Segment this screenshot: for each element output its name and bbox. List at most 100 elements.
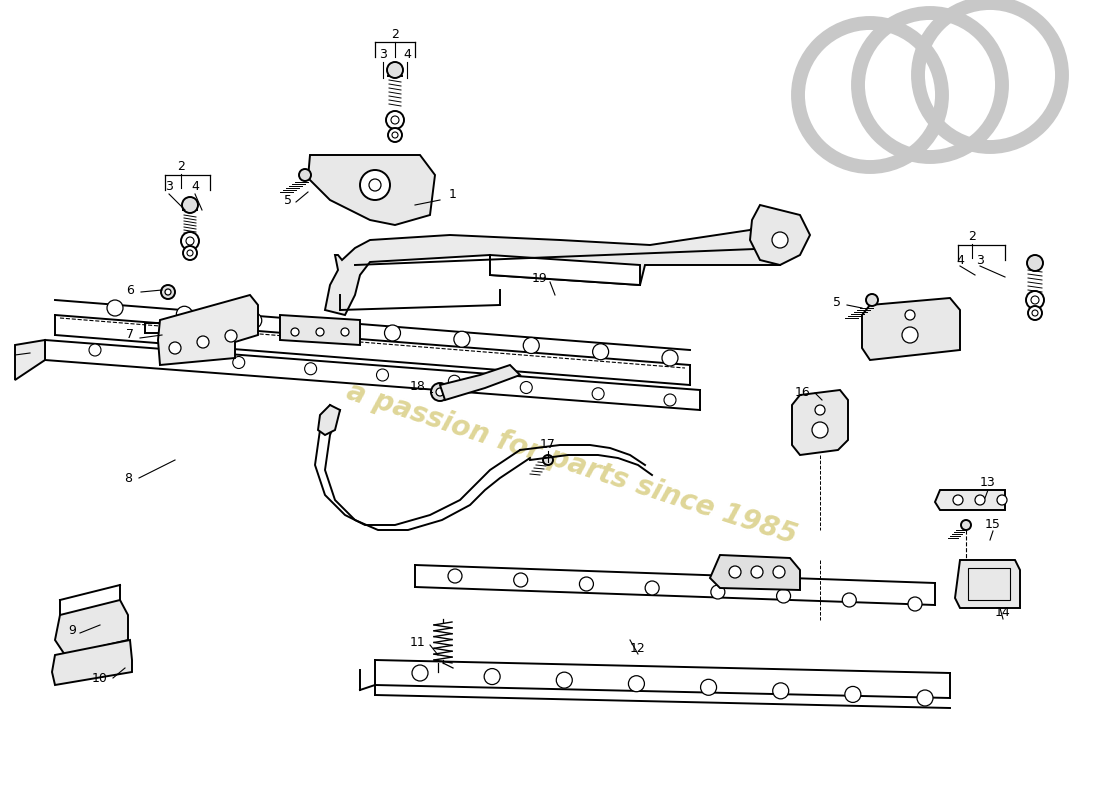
Circle shape — [341, 328, 349, 336]
Circle shape — [1032, 310, 1038, 316]
Text: 8: 8 — [124, 471, 132, 485]
Circle shape — [387, 62, 403, 78]
Circle shape — [448, 569, 462, 583]
Circle shape — [628, 676, 645, 692]
Text: 16: 16 — [795, 386, 811, 398]
Text: 11: 11 — [410, 635, 426, 649]
Circle shape — [543, 455, 553, 465]
Polygon shape — [935, 490, 1005, 510]
Circle shape — [392, 132, 398, 138]
Circle shape — [376, 369, 388, 381]
Polygon shape — [862, 298, 960, 360]
Circle shape — [484, 669, 500, 685]
Circle shape — [1031, 296, 1040, 304]
Circle shape — [187, 250, 192, 256]
Circle shape — [772, 683, 789, 699]
Text: 7: 7 — [126, 329, 134, 342]
Circle shape — [182, 197, 198, 213]
Polygon shape — [710, 555, 800, 590]
Polygon shape — [158, 295, 258, 365]
Circle shape — [557, 672, 572, 688]
Circle shape — [299, 169, 311, 181]
Text: 2: 2 — [177, 161, 185, 174]
Polygon shape — [955, 560, 1020, 608]
Text: 12: 12 — [630, 642, 646, 654]
Text: 4: 4 — [403, 49, 411, 62]
Circle shape — [226, 330, 236, 342]
Circle shape — [866, 294, 878, 306]
Circle shape — [197, 336, 209, 348]
Polygon shape — [324, 220, 795, 315]
Circle shape — [777, 589, 791, 603]
Circle shape — [161, 285, 175, 299]
Polygon shape — [52, 640, 132, 685]
Circle shape — [524, 338, 539, 354]
Bar — [968, 568, 1010, 600]
Polygon shape — [792, 390, 848, 455]
Circle shape — [107, 300, 123, 316]
Circle shape — [815, 405, 825, 415]
Text: 18: 18 — [410, 381, 426, 394]
Circle shape — [520, 382, 532, 394]
Circle shape — [390, 116, 399, 124]
Circle shape — [917, 690, 933, 706]
Circle shape — [997, 495, 1006, 505]
Text: 17: 17 — [540, 438, 556, 451]
Circle shape — [975, 495, 984, 505]
Circle shape — [454, 331, 470, 347]
Polygon shape — [750, 205, 810, 265]
Text: 13: 13 — [980, 477, 996, 490]
Circle shape — [961, 520, 971, 530]
Polygon shape — [440, 365, 520, 400]
Circle shape — [388, 128, 401, 142]
Circle shape — [386, 111, 404, 129]
Circle shape — [729, 566, 741, 578]
Circle shape — [701, 679, 716, 695]
Text: 1: 1 — [449, 189, 456, 202]
Text: 4: 4 — [191, 181, 199, 194]
Polygon shape — [280, 315, 360, 345]
Circle shape — [169, 342, 182, 354]
Text: 3: 3 — [379, 49, 387, 62]
Circle shape — [514, 573, 528, 587]
Circle shape — [1028, 306, 1042, 320]
Circle shape — [645, 581, 659, 595]
Circle shape — [843, 593, 856, 607]
Text: 3: 3 — [976, 254, 983, 266]
Polygon shape — [308, 155, 435, 225]
Text: 10: 10 — [92, 671, 108, 685]
Circle shape — [902, 327, 918, 343]
Circle shape — [431, 383, 449, 401]
Circle shape — [315, 318, 331, 334]
Circle shape — [176, 306, 192, 322]
Circle shape — [436, 388, 444, 396]
Text: 14: 14 — [996, 606, 1011, 619]
Circle shape — [593, 344, 608, 360]
Text: 4: 4 — [956, 254, 964, 266]
Polygon shape — [15, 340, 45, 380]
Circle shape — [316, 328, 324, 336]
Text: 15: 15 — [986, 518, 1001, 531]
Circle shape — [385, 325, 400, 341]
Text: a passion for parts since 1985: a passion for parts since 1985 — [343, 378, 801, 550]
Circle shape — [412, 665, 428, 681]
Circle shape — [305, 362, 317, 374]
Text: 2: 2 — [392, 29, 399, 42]
Circle shape — [905, 310, 915, 320]
Text: 5: 5 — [284, 194, 292, 206]
Circle shape — [360, 170, 390, 200]
Circle shape — [773, 566, 785, 578]
Circle shape — [245, 313, 262, 329]
Circle shape — [368, 179, 381, 191]
Circle shape — [449, 375, 461, 387]
Circle shape — [161, 350, 173, 362]
Polygon shape — [318, 405, 340, 435]
Circle shape — [233, 357, 244, 369]
Circle shape — [89, 344, 101, 356]
Circle shape — [186, 237, 194, 245]
Circle shape — [580, 577, 593, 591]
Circle shape — [711, 585, 725, 599]
Circle shape — [772, 232, 788, 248]
Circle shape — [1027, 255, 1043, 271]
Circle shape — [812, 422, 828, 438]
